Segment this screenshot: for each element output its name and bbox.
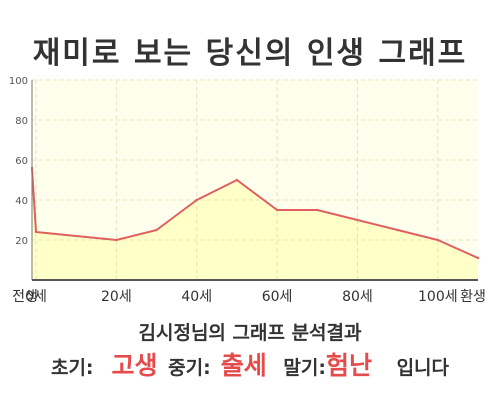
analysis-subtitle: 김시정님의 그래프 분석결과 <box>138 322 362 344</box>
x-tick-label: 전생 <box>12 289 38 305</box>
late-label: 말기: <box>283 357 326 379</box>
late-value: 험난 <box>325 351 372 380</box>
analysis-result: 초기: 고생 중기: 출세 말기:험난 입니다 <box>0 346 500 382</box>
data-point <box>235 178 239 182</box>
x-tick-label: 100세 <box>418 289 458 305</box>
y-tick-label: 60 <box>15 156 28 167</box>
y-tick-label: 40 <box>15 196 28 207</box>
early-value: 고생 <box>111 351 158 380</box>
result-suffix: 입니다 <box>396 357 450 379</box>
data-point <box>396 228 399 232</box>
x-tick-label: 80세 <box>342 289 373 305</box>
mid-label: 중기: <box>168 357 211 379</box>
x-tick-label: 60세 <box>262 289 293 305</box>
x-tick-label: 20세 <box>101 289 132 305</box>
data-point <box>115 238 118 242</box>
x-tick-label: 환생 <box>460 289 486 305</box>
data-point <box>476 256 480 260</box>
data-point <box>155 228 158 232</box>
y-tick-label: 20 <box>15 236 28 247</box>
x-tick-label: 40세 <box>181 289 212 305</box>
data-point <box>195 198 198 202</box>
mid-value: 출세 <box>220 351 267 380</box>
y-tick-label: 80 <box>15 116 28 127</box>
data-point <box>356 218 359 222</box>
x-tick-label: 0세 <box>25 289 47 305</box>
series-line <box>31 167 479 259</box>
y-tick-label: 100 <box>9 76 28 87</box>
area-fill <box>32 168 478 280</box>
data-point <box>275 208 279 212</box>
early-label: 초기: <box>50 357 94 379</box>
data-point <box>436 238 440 242</box>
page-title: 재미로 보는 당신의 인생 그래프 <box>32 36 468 71</box>
data-point <box>316 208 319 212</box>
data-point <box>34 230 38 234</box>
